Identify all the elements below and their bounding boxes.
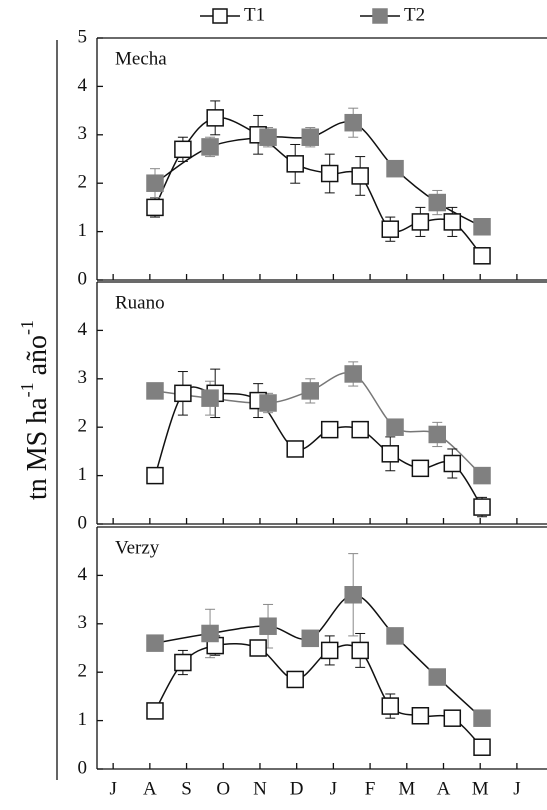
marker bbox=[320, 420, 339, 439]
marker bbox=[473, 247, 491, 265]
marker bbox=[286, 670, 304, 689]
marker bbox=[146, 382, 164, 400]
x-tick-label: N bbox=[253, 778, 267, 799]
marker bbox=[473, 498, 491, 516]
marker bbox=[381, 220, 400, 238]
marker bbox=[259, 394, 277, 412]
x-tick-label: A bbox=[437, 778, 451, 799]
y-label-sup: -1 bbox=[17, 382, 37, 397]
panel-title: Ruano bbox=[115, 292, 165, 313]
marker bbox=[411, 213, 430, 231]
marker bbox=[249, 639, 267, 657]
y-tick-label: 0 bbox=[78, 512, 88, 533]
x-tick-label: J bbox=[109, 778, 116, 799]
x-tick-label: F bbox=[365, 778, 376, 799]
y-tick-label: 2 bbox=[78, 172, 88, 193]
marker bbox=[174, 384, 192, 403]
legend-marker bbox=[372, 8, 388, 24]
y-tick-label: 5 bbox=[78, 26, 88, 47]
marker bbox=[301, 629, 320, 648]
y-tick-label: 4 bbox=[78, 75, 88, 96]
marker bbox=[386, 159, 404, 178]
marker bbox=[259, 128, 277, 146]
marker bbox=[206, 109, 224, 127]
marker bbox=[301, 382, 320, 400]
x-tick-label: S bbox=[181, 778, 192, 799]
marker bbox=[286, 155, 304, 173]
marker bbox=[381, 697, 400, 715]
marker bbox=[286, 440, 304, 458]
marker bbox=[301, 128, 320, 146]
marker bbox=[344, 365, 362, 383]
marker bbox=[386, 418, 404, 436]
legend-label: T1 bbox=[244, 4, 265, 25]
y-tick-label: 3 bbox=[78, 367, 88, 388]
marker bbox=[320, 641, 339, 660]
y-tick-label: 1 bbox=[78, 220, 88, 241]
marker bbox=[259, 617, 277, 635]
y-tick-label: 3 bbox=[78, 123, 88, 144]
y-label-sup: -1 bbox=[17, 320, 37, 335]
marker bbox=[146, 466, 164, 485]
marker bbox=[174, 140, 192, 159]
y-axis-label: tn MS ha-1 año-1 bbox=[17, 320, 53, 500]
panel-title: Mecha bbox=[115, 48, 167, 69]
y-label-part: año bbox=[22, 335, 53, 382]
marker bbox=[201, 624, 219, 643]
y-tick-label: 2 bbox=[78, 661, 88, 682]
marker bbox=[443, 213, 462, 231]
marker bbox=[146, 634, 164, 652]
x-tick-label: D bbox=[290, 778, 304, 799]
marker bbox=[473, 218, 491, 236]
marker bbox=[411, 459, 430, 478]
marker bbox=[146, 198, 164, 217]
y-tick-label: 4 bbox=[78, 319, 88, 340]
x-tick-label: J bbox=[513, 778, 520, 799]
marker bbox=[428, 425, 447, 444]
y-tick-label: 3 bbox=[78, 612, 88, 633]
marker bbox=[344, 586, 362, 604]
y-tick-label: 0 bbox=[78, 268, 88, 289]
marker bbox=[411, 707, 430, 725]
marker bbox=[473, 709, 491, 727]
marker bbox=[320, 164, 339, 183]
legend-marker bbox=[212, 8, 228, 24]
y-tick-label: 0 bbox=[78, 757, 88, 778]
marker bbox=[201, 138, 219, 156]
legend-label: T2 bbox=[404, 4, 425, 25]
x-tick-label: M bbox=[472, 778, 489, 799]
marker bbox=[201, 389, 219, 407]
y-label-part: tn MS ha bbox=[22, 397, 53, 500]
marker bbox=[473, 466, 491, 485]
marker bbox=[428, 668, 447, 686]
marker bbox=[146, 174, 164, 192]
x-tick-label: M bbox=[398, 778, 415, 799]
marker bbox=[386, 627, 404, 645]
series-line bbox=[154, 643, 483, 748]
panel-title: Verzy bbox=[115, 537, 160, 558]
marker bbox=[381, 445, 400, 463]
marker bbox=[443, 454, 462, 473]
y-tick-label: 2 bbox=[78, 416, 88, 437]
y-tick-label: 4 bbox=[78, 564, 88, 585]
y-tick-label: 1 bbox=[78, 709, 88, 730]
marker bbox=[344, 113, 362, 132]
marker bbox=[473, 738, 491, 756]
marker bbox=[146, 702, 164, 720]
marker bbox=[428, 193, 447, 212]
y-tick-label: 1 bbox=[78, 464, 88, 485]
marker bbox=[351, 641, 369, 660]
x-tick-label: O bbox=[216, 778, 230, 799]
marker bbox=[351, 420, 369, 439]
marker bbox=[174, 653, 192, 672]
x-tick-label: A bbox=[143, 778, 157, 799]
marker bbox=[443, 709, 462, 727]
series-line bbox=[154, 594, 483, 719]
marker bbox=[351, 167, 369, 185]
x-tick-label: J bbox=[330, 778, 337, 799]
